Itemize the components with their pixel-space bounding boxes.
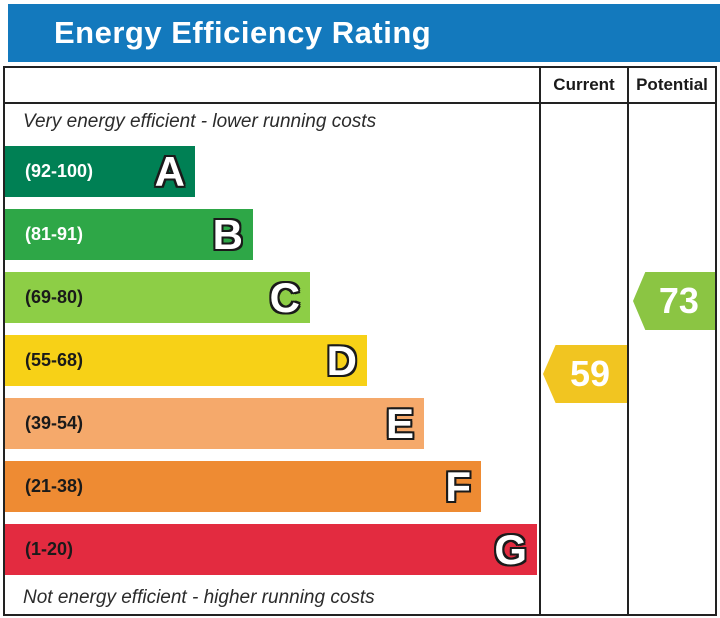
band-row-c: (69-80) C: [5, 266, 539, 329]
band-letter-d: D: [326, 336, 357, 384]
top-note: Very energy efficient - lower running co…: [23, 111, 377, 132]
band-row-a: (92-100) A: [5, 140, 539, 203]
band-row-g: (1-20) G: [5, 518, 539, 581]
band-range-c: (69-80): [25, 287, 84, 307]
rating-scale-column: Very energy efficient - lower running co…: [5, 104, 539, 614]
header-blank-cell: [5, 68, 539, 104]
band-letter-c: C: [269, 273, 300, 321]
band-bar-b: (81-91) B: [5, 209, 253, 260]
band-bar-f: (21-38) F: [5, 461, 481, 512]
title-bar: Energy Efficiency Rating: [8, 4, 720, 62]
current-rating-value: 59: [570, 353, 611, 394]
band-bar-a: (92-100) A: [5, 146, 195, 197]
band-range-e: (39-54): [25, 413, 84, 433]
header-potential: Potential: [627, 68, 715, 104]
band-row-d: (55-68) D: [5, 329, 539, 392]
bottom-note-row: Not energy efficient - higher running co…: [5, 581, 539, 614]
band-range-b: (81-91): [25, 224, 84, 244]
band-bar-d: (55-68) D: [5, 335, 367, 386]
page-title: Energy Efficiency Rating: [54, 15, 432, 50]
current-rating-arrow: 59: [543, 345, 627, 403]
potential-rating-value: 73: [658, 280, 699, 321]
current-column: 59: [539, 104, 627, 614]
band-range-d: (55-68): [25, 350, 84, 370]
band-bar-g: (1-20) G: [5, 524, 537, 575]
band-letter-g: G: [494, 525, 527, 573]
band-range-f: (21-38): [25, 476, 84, 496]
band-bar-c: (69-80) C: [5, 272, 310, 323]
bottom-note: Not energy efficient - higher running co…: [23, 586, 375, 608]
band-row-b: (81-91) B: [5, 203, 539, 266]
band-range-g: (1-20): [25, 539, 74, 559]
rating-table: Current Potential Very energy efficient …: [3, 66, 717, 616]
top-note-row: Very energy efficient - lower running co…: [5, 104, 539, 140]
band-letter-e: E: [385, 399, 414, 447]
band-letter-f: F: [445, 462, 471, 510]
band-range-a: (92-100): [25, 161, 94, 181]
band-letter-b: B: [212, 210, 243, 258]
band-bar-e: (39-54) E: [5, 398, 424, 449]
header-current: Current: [539, 68, 627, 104]
potential-column: 73: [627, 104, 715, 614]
band-letter-a: A: [154, 147, 185, 195]
band-row-e: (39-54) E: [5, 392, 539, 455]
band-row-f: (21-38) F: [5, 455, 539, 518]
potential-rating-arrow: 73: [633, 272, 715, 330]
